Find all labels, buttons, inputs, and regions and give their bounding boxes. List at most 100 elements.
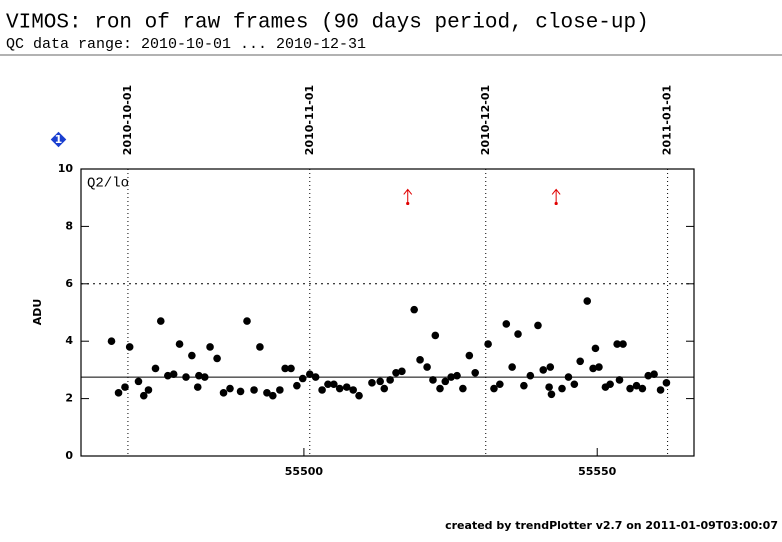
data-point — [243, 317, 251, 325]
data-point — [386, 376, 394, 384]
data-point — [188, 351, 196, 360]
data-point — [431, 331, 440, 340]
data-point — [134, 377, 143, 386]
chart-subtitle: QC data range: 2010-10-01 ... 2010-12-31 — [6, 36, 366, 53]
data-point — [570, 380, 579, 389]
data-point — [287, 364, 295, 373]
date-tick-label: 2010-11-01 — [303, 85, 316, 155]
data-point — [423, 363, 431, 371]
x-tick-label: 55550 — [578, 465, 617, 478]
data-point — [144, 386, 153, 394]
data-point — [650, 370, 658, 379]
data-point — [613, 340, 621, 348]
data-point — [595, 363, 603, 371]
data-point — [355, 391, 363, 400]
date-tick-label: 2010-12-01 — [479, 85, 492, 155]
date-tick-label: 2010-10-01 — [121, 85, 134, 155]
data-point — [526, 371, 535, 380]
data-point — [606, 380, 614, 389]
data-point — [380, 384, 389, 393]
data-point — [545, 383, 553, 391]
data-point — [107, 337, 116, 346]
data-point — [156, 317, 165, 325]
outlier-marker — [551, 188, 561, 204]
data-point — [219, 389, 228, 397]
data-point — [508, 363, 516, 371]
data-point — [656, 386, 665, 394]
data-point — [410, 305, 418, 314]
y-tick-label: 2 — [65, 392, 73, 405]
data-point — [392, 368, 400, 377]
data-point — [547, 390, 556, 399]
data-point — [164, 371, 172, 380]
data-point — [193, 383, 202, 391]
data-point — [514, 330, 522, 338]
data-point — [276, 386, 284, 394]
y-tick-label: 6 — [65, 277, 73, 290]
data-point — [376, 377, 384, 386]
data-point — [471, 368, 479, 377]
data-point — [121, 383, 129, 391]
data-point — [226, 384, 234, 393]
data-point — [441, 377, 450, 386]
data-point — [632, 381, 641, 390]
data-point — [416, 356, 424, 364]
data-point — [335, 384, 344, 393]
data-point — [638, 384, 647, 393]
outlier-marker — [403, 188, 413, 204]
date-tick-label: 2011-01-01 — [661, 85, 674, 155]
data-point — [591, 344, 600, 353]
data-point — [576, 357, 584, 366]
data-point — [200, 373, 209, 381]
footer: created by trendPlotter v2.7 on 2011-01-… — [445, 519, 778, 532]
data-point — [496, 380, 504, 389]
data-point — [615, 376, 624, 384]
y-axis-label: ADU — [31, 299, 44, 326]
data-point — [318, 386, 326, 394]
data-point — [151, 364, 160, 373]
data-point — [484, 340, 492, 348]
chart-title: VIMOS: ron of raw frames (90 days period… — [6, 12, 649, 35]
data-point — [324, 380, 332, 389]
data-point — [182, 373, 190, 381]
data-point — [206, 343, 214, 351]
data-point — [459, 384, 467, 393]
data-point — [644, 371, 653, 380]
data-point — [250, 386, 258, 394]
data-point — [564, 373, 573, 381]
data-point — [311, 373, 320, 381]
data-point — [465, 351, 474, 360]
data-point — [236, 387, 245, 396]
data-point — [256, 343, 264, 351]
data-point — [368, 379, 376, 387]
badge: 1 — [55, 133, 63, 146]
data-point — [342, 383, 351, 391]
data-point — [139, 391, 148, 400]
data-point — [490, 384, 498, 393]
y-tick-label: 4 — [65, 334, 73, 347]
data-point — [619, 340, 627, 348]
data-point — [213, 354, 221, 363]
data-point — [269, 391, 277, 400]
data-point — [429, 376, 437, 384]
data-point — [305, 370, 314, 379]
data-point — [534, 321, 542, 330]
data-point — [281, 364, 289, 373]
data-point — [558, 384, 566, 393]
outlier-dot — [406, 201, 410, 206]
data-point — [298, 374, 307, 383]
data-point — [520, 381, 528, 390]
data-point — [175, 340, 184, 348]
data-point — [195, 371, 203, 380]
data-point — [293, 381, 301, 390]
data-point — [662, 379, 671, 387]
data-point — [502, 320, 511, 328]
data-point — [169, 370, 178, 379]
data-point — [330, 380, 338, 389]
y-tick-label: 0 — [65, 449, 73, 462]
data-point — [398, 367, 406, 376]
panel-label: Q2/lo — [87, 176, 129, 192]
y-tick-label: 10 — [58, 162, 74, 175]
data-point — [626, 384, 634, 393]
